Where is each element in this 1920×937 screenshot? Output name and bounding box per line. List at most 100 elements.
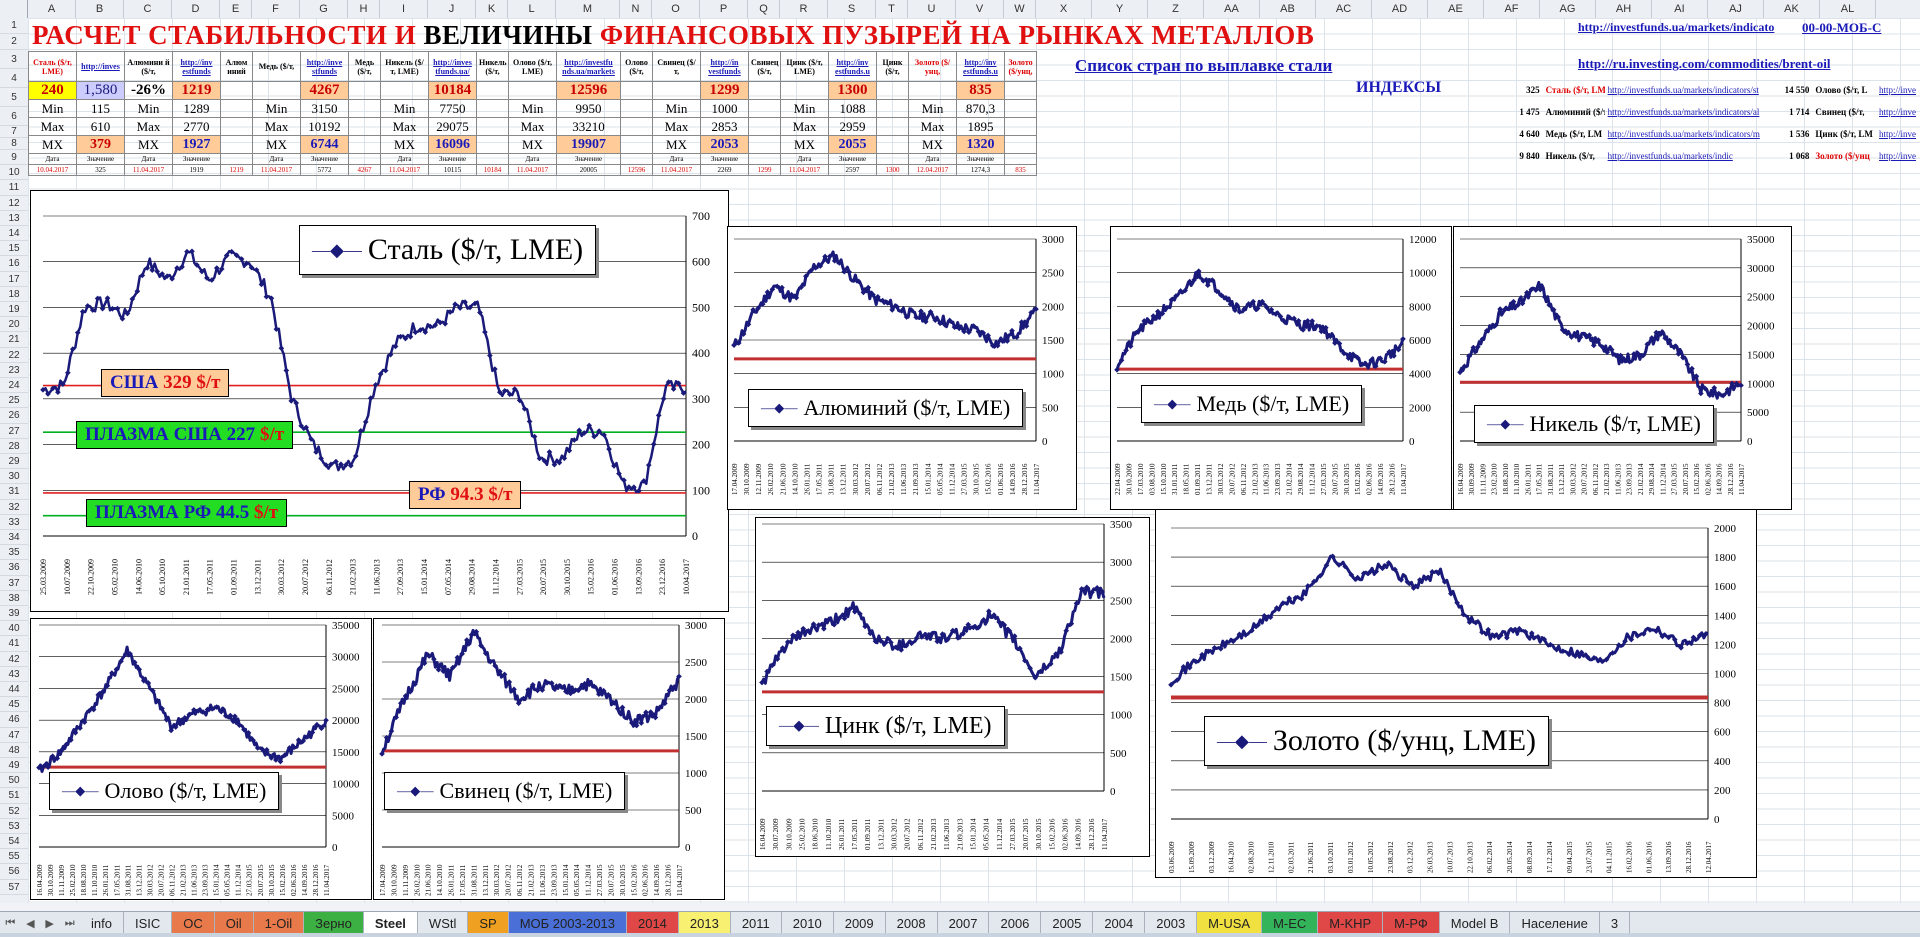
sheet-tab-2010[interactable]: 2010 — [782, 912, 834, 934]
sheet-tab-2008[interactable]: 2008 — [886, 912, 938, 934]
select-all-corner[interactable] — [0, 0, 28, 18]
sheet-tab-Зерно[interactable]: Зерно — [304, 912, 364, 934]
horizontal-scrollbar[interactable] — [0, 903, 1920, 911]
column-header-AB[interactable]: AB — [1260, 0, 1316, 18]
row6-cell[interactable]: MX — [652, 135, 701, 154]
row4-cell[interactable] — [476, 99, 509, 118]
column-header-B[interactable]: B — [76, 0, 124, 18]
row-header-56[interactable]: 56 — [0, 864, 28, 880]
row-header-44[interactable]: 44 — [0, 682, 28, 698]
row6-cell[interactable]: MX — [252, 135, 301, 154]
row3-cell[interactable] — [220, 81, 253, 100]
index-link1[interactable]: http://investfunds.ua/markets/indicators… — [1607, 129, 1760, 139]
column-header-U[interactable]: U — [908, 0, 956, 18]
row8-cell[interactable]: 11.04.2017 — [508, 164, 557, 176]
row5-cell[interactable]: 2770 — [172, 117, 221, 136]
row-header-14[interactable]: 14 — [0, 226, 28, 242]
column-header-D[interactable]: D — [172, 0, 220, 18]
row4-cell[interactable]: Min — [380, 99, 429, 118]
mob-link[interactable]: 00-00-МОБ-С — [1802, 20, 1882, 35]
row-header-47[interactable]: 47 — [0, 728, 28, 743]
row4-cell[interactable]: 115 — [76, 99, 125, 118]
row5-cell[interactable]: 33210 — [556, 117, 621, 136]
column-header-AD[interactable]: AD — [1372, 0, 1428, 18]
header-cell[interactable]: http://inv estfunds.u — [956, 51, 1005, 82]
row-header-51[interactable]: 51 — [0, 788, 28, 804]
row-header-6[interactable]: 6 — [0, 107, 28, 126]
row3-cell[interactable] — [748, 81, 781, 100]
row4-cell[interactable]: Min — [252, 99, 301, 118]
row5-cell[interactable]: Max — [252, 117, 301, 136]
gold-chart[interactable]: 0 200 400 600 800 1000 1200 1400 1600 1800 2000 03.… — [1155, 509, 1757, 878]
header-cell[interactable]: Медь ($/т, — [252, 51, 301, 82]
row7-cell[interactable]: Дата — [28, 153, 77, 165]
steel-legend[interactable]: —◆— Сталь ($/т, LME) — [299, 225, 597, 275]
index-link2[interactable]: http://inve — [1879, 85, 1917, 95]
row3-cell[interactable]: 240 — [28, 81, 77, 100]
column-header-M[interactable]: M — [556, 0, 620, 18]
row-header-40[interactable]: 40 — [0, 621, 28, 637]
row8-cell[interactable]: 11.04.2017 — [252, 164, 301, 176]
column-header-AK[interactable]: AK — [1764, 0, 1820, 18]
column-header-R[interactable]: R — [780, 0, 828, 18]
row7-cell[interactable]: Дата — [380, 153, 429, 165]
row5-cell[interactable]: Max — [124, 117, 173, 136]
row7-cell[interactable]: Дата — [508, 153, 557, 165]
row-header-15[interactable]: 15 — [0, 241, 28, 257]
row6-cell[interactable]: 379 — [76, 135, 125, 154]
row8-cell[interactable]: 1300 — [876, 164, 909, 176]
row4-cell[interactable]: 1000 — [700, 99, 749, 118]
row6-cell[interactable]: MX — [780, 135, 829, 154]
row5-cell[interactable] — [220, 117, 253, 136]
row8-cell[interactable]: 11.04.2017 — [124, 164, 173, 176]
column-header-L[interactable]: L — [508, 0, 556, 18]
row4-cell[interactable]: Min — [28, 99, 77, 118]
sheet-tab-2007[interactable]: 2007 — [938, 912, 990, 934]
column-header-T[interactable]: T — [876, 0, 908, 18]
row-header-46[interactable]: 46 — [0, 712, 28, 728]
row8-cell[interactable]: 11.04.2017 — [652, 164, 701, 176]
row3-cell[interactable] — [876, 81, 909, 100]
row4-cell[interactable] — [620, 99, 653, 118]
row6-cell[interactable]: MX — [508, 135, 557, 154]
column-header-AJ[interactable]: AJ — [1708, 0, 1764, 18]
row7-cell[interactable]: Значение — [556, 153, 621, 165]
header-cell[interactable]: http://inv estfunds.u — [828, 51, 877, 82]
row5-cell[interactable]: Max — [380, 117, 429, 136]
row5-cell[interactable] — [748, 117, 781, 136]
row-header-7[interactable]: 7 — [0, 126, 28, 138]
column-header-F[interactable]: F — [252, 0, 300, 18]
sheet-tab-2009[interactable]: 2009 — [834, 912, 886, 934]
row5-cell[interactable]: Max — [780, 117, 829, 136]
nickel-legend[interactable]: —◆— Никель ($/т, LME) — [1474, 405, 1714, 443]
row8-cell[interactable]: 12.04.2017 — [908, 164, 957, 176]
row6-cell[interactable]: 2055 — [828, 135, 877, 154]
sheet-tab-WStl[interactable]: WStl — [418, 912, 469, 934]
row-header-13[interactable]: 13 — [0, 211, 28, 226]
row-header-10[interactable]: 10 — [0, 165, 28, 181]
row-header-4[interactable]: 4 — [0, 69, 28, 88]
row-header-49[interactable]: 49 — [0, 758, 28, 774]
row-header-30[interactable]: 30 — [0, 469, 28, 485]
column-header-A[interactable]: A — [28, 0, 76, 18]
row4-cell[interactable]: Min — [508, 99, 557, 118]
column-header-P[interactable]: P — [700, 0, 748, 18]
row4-cell[interactable]: 9950 — [556, 99, 621, 118]
sheet-tab-SP[interactable]: SP — [468, 912, 509, 934]
row-header-31[interactable]: 31 — [0, 484, 28, 500]
row7-cell[interactable]: Значение — [172, 153, 221, 165]
row5-cell[interactable] — [348, 117, 381, 136]
row-header-26[interactable]: 26 — [0, 408, 28, 424]
row3-cell[interactable] — [252, 81, 301, 100]
row6-cell[interactable]: 1927 — [172, 135, 221, 154]
investing-link[interactable]: http://ru.investing.com/commodities/bren… — [1578, 56, 1831, 71]
row8-cell[interactable]: 1299 — [748, 164, 781, 176]
column-header-J[interactable]: J — [428, 0, 476, 18]
row8-cell[interactable]: 12596 — [620, 164, 653, 176]
row6-cell[interactable]: 19907 — [556, 135, 621, 154]
index-link2[interactable]: http://inve — [1879, 151, 1917, 161]
prev-sheet-icon[interactable]: ◀ — [26, 917, 35, 930]
row-header-35[interactable]: 35 — [0, 545, 28, 561]
row5-cell[interactable]: 10192 — [300, 117, 349, 136]
row6-cell[interactable]: MX — [908, 135, 957, 154]
